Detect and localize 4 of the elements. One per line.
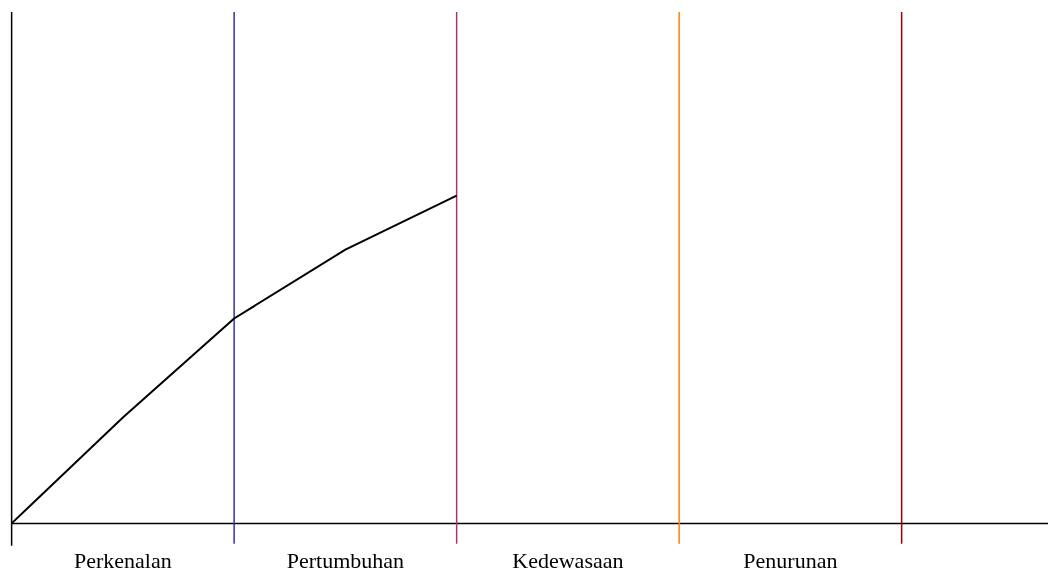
x-tick-label: Kedewasaan: [512, 547, 624, 573]
x-tick-label: Pertumbuhan: [286, 547, 405, 573]
x-tick-label: Penurunan: [743, 547, 838, 573]
x-tick-label: Perkenalan: [74, 547, 172, 573]
